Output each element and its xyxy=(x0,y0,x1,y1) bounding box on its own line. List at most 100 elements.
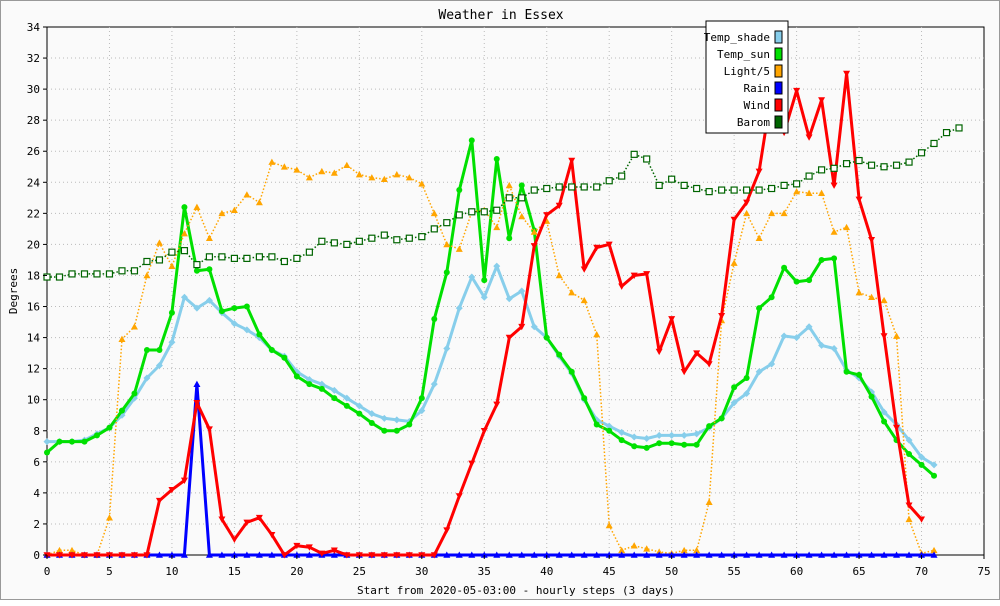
point-temp-shade xyxy=(605,422,613,430)
point-temp-sun xyxy=(231,305,238,312)
point-wind xyxy=(93,552,101,559)
point-wind xyxy=(380,552,388,559)
y-tick-label: 34 xyxy=(27,21,41,34)
point-light-5 xyxy=(193,203,201,210)
point-barom xyxy=(942,129,951,137)
point-temp-sun xyxy=(156,347,163,354)
point-temp-sun xyxy=(293,373,300,380)
point-temp-sun xyxy=(368,420,375,426)
y-tick-label: 8 xyxy=(33,425,40,438)
y-tick-label: 20 xyxy=(27,238,40,251)
x-tick-label: 70 xyxy=(915,565,928,578)
point-temp-shade xyxy=(830,344,838,352)
point-temp-shade xyxy=(243,326,251,334)
point-light-5 xyxy=(768,209,776,217)
grid-layer xyxy=(47,27,984,555)
point-rain xyxy=(743,551,751,558)
point-wind xyxy=(918,516,926,523)
point-light-5 xyxy=(368,174,376,181)
point-rain xyxy=(530,551,538,558)
point-temp-shade xyxy=(755,368,763,376)
point-light-5 xyxy=(243,191,251,198)
point-temp-sun xyxy=(918,461,925,468)
point-wind xyxy=(630,272,638,279)
x-tick-label: 65 xyxy=(852,565,865,578)
x-axis-label: Start from 2020-05-03:00 - hourly steps … xyxy=(357,584,675,597)
point-barom xyxy=(418,233,426,241)
point-temp-sun xyxy=(906,451,913,458)
point-light-5 xyxy=(380,175,388,182)
point-wind xyxy=(543,212,551,219)
point-temp-sun xyxy=(331,395,338,402)
point-barom xyxy=(355,237,363,245)
point-wind xyxy=(605,241,613,248)
legend-swatch xyxy=(774,64,783,78)
point-light-5 xyxy=(68,546,76,554)
point-temp-sun xyxy=(431,315,438,322)
point-barom xyxy=(493,206,501,214)
point-barom xyxy=(755,186,763,194)
point-rain xyxy=(655,551,663,558)
point-light-5 xyxy=(680,546,688,554)
legend-label: Temp_shade xyxy=(704,31,770,44)
point-temp-shade xyxy=(43,438,51,446)
point-light-5 xyxy=(168,262,176,269)
point-light-5 xyxy=(205,234,213,241)
point-light-5 xyxy=(605,521,613,529)
legend-swatch xyxy=(774,98,783,112)
y-axis-label: Degrees xyxy=(7,268,20,314)
point-light-5 xyxy=(230,206,238,214)
point-temp-sun xyxy=(143,347,150,354)
point-temp-shade xyxy=(805,323,813,331)
point-rain xyxy=(893,551,901,558)
x-tick-label: 10 xyxy=(165,565,178,578)
point-barom xyxy=(530,186,538,194)
point-temp-sun xyxy=(218,308,225,315)
point-temp-sun xyxy=(731,384,738,391)
point-temp-sun xyxy=(568,368,575,375)
point-temp-sun xyxy=(268,347,275,354)
point-rain xyxy=(605,551,613,558)
y-tick-label: 26 xyxy=(27,145,40,158)
point-temp-sun xyxy=(44,449,50,456)
point-barom xyxy=(680,181,688,189)
legend-swatch xyxy=(774,115,783,129)
point-temp-sun xyxy=(506,235,513,242)
point-light-5 xyxy=(893,332,901,339)
point-wind xyxy=(155,497,163,505)
point-temp-sun xyxy=(68,438,75,445)
point-rain xyxy=(255,551,263,558)
point-wind xyxy=(168,486,176,494)
point-barom xyxy=(305,248,313,256)
point-rain xyxy=(705,551,713,558)
point-rain xyxy=(755,551,763,558)
point-temp-shade xyxy=(930,461,938,469)
x-tick-label: 5 xyxy=(106,565,113,578)
point-wind xyxy=(180,477,188,484)
point-barom xyxy=(743,186,751,194)
point-barom xyxy=(143,257,151,266)
point-light-5 xyxy=(293,166,301,173)
point-temp-shade xyxy=(655,431,663,439)
point-light-5 xyxy=(118,335,126,342)
point-rain xyxy=(518,551,526,558)
point-barom xyxy=(543,184,551,193)
point-wind xyxy=(80,552,88,559)
point-temp-sun xyxy=(168,309,175,316)
point-temp-sun xyxy=(493,156,500,162)
point-temp-sun xyxy=(743,374,750,381)
point-rain xyxy=(780,551,788,558)
point-barom xyxy=(218,253,226,261)
point-temp-shade xyxy=(730,399,738,407)
point-rain xyxy=(580,551,588,558)
point-wind xyxy=(218,516,226,523)
point-wind xyxy=(493,401,501,408)
point-rain xyxy=(918,551,926,558)
point-temp-sun xyxy=(618,437,625,444)
point-wind xyxy=(243,519,251,526)
point-barom xyxy=(705,188,713,196)
point-rain xyxy=(330,551,338,558)
legend-swatch xyxy=(774,81,783,95)
point-temp-sun xyxy=(681,441,688,448)
point-temp-shade xyxy=(305,376,313,384)
